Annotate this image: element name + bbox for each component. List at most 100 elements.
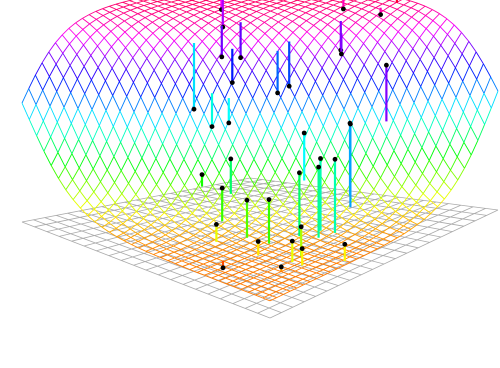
surface-mesh-line (187, 33, 196, 42)
surface-mesh-line (98, 125, 108, 142)
data-point (301, 130, 307, 136)
surface-mesh-line (271, 32, 280, 41)
surface-mesh-line (292, 247, 301, 252)
surface-mesh-line (117, 38, 126, 48)
surface-mesh-line (163, 0, 172, 3)
surface-mesh-line (34, 74, 44, 91)
surface-mesh-line (288, 276, 296, 281)
surface-mesh-line (336, 94, 345, 110)
surface-mesh-line (151, 13, 160, 19)
surface-mesh-line (258, 254, 266, 259)
surface-mesh-line (190, 129, 198, 145)
surface-mesh-line (150, 224, 159, 231)
surface-mesh-line (287, 96, 296, 113)
surface-mesh-line (221, 242, 230, 248)
surface-mesh-line (392, 89, 401, 105)
surface-mesh-line (420, 117, 430, 133)
surface-mesh-line (211, 159, 220, 174)
surface-mesh-line (288, 143, 297, 159)
surface-mesh-line (429, 183, 438, 193)
surface-mesh-line (228, 239, 237, 244)
surface-mesh-line (328, 251, 336, 256)
surface-mesh-line (206, 219, 214, 227)
surface-mesh-line (341, 17, 349, 24)
surface-mesh-line (237, 255, 245, 259)
surface-mesh-line (208, 246, 216, 251)
surface-mesh-line (355, 243, 363, 249)
surface-mesh-line (250, 27, 258, 35)
surface-mesh-line (62, 52, 71, 66)
surface-mesh-line (421, 131, 430, 148)
surface-mesh-line (376, 15, 384, 21)
surface-mesh-line (152, 27, 160, 34)
surface-mesh-line (294, 127, 304, 143)
surface-mesh-line (103, 24, 112, 32)
surface-mesh-line (96, 30, 105, 39)
surface-mesh-line (403, 225, 411, 230)
surface-mesh-line (164, 204, 172, 213)
surface-mesh-line (243, 242, 251, 247)
surface-mesh-line (209, 260, 218, 265)
surface-mesh-line (461, 41, 470, 55)
surface-mesh-line (199, 0, 207, 3)
surface-mesh-line (405, 60, 414, 74)
surface-mesh-line (189, 113, 198, 130)
surface-mesh-line (289, 194, 298, 204)
surface-mesh-line (410, 7, 419, 12)
surface-mesh-line (199, 230, 208, 236)
surface-mesh-line (335, 257, 344, 261)
surface-mesh-line (443, 181, 452, 191)
surface-mesh-line (251, 49, 260, 60)
surface-mesh-line (284, 10, 292, 14)
surface-mesh-line (349, 53, 358, 67)
surface-mesh-line (42, 105, 51, 122)
surface-mesh-line (130, 13, 139, 18)
surface-mesh-line (490, 90, 499, 109)
surface-mesh-line (270, 10, 278, 15)
surface-mesh-line (127, 157, 136, 172)
surface-mesh-line (35, 104, 44, 122)
surface-mesh-line (124, 31, 133, 40)
surface-mesh-line (389, 226, 397, 232)
surface-mesh-line (151, 5, 159, 9)
surface-mesh-line (120, 157, 129, 171)
surface-mesh-line (261, 282, 269, 287)
surface-mesh-line (414, 161, 423, 174)
surface-mesh-line (456, 142, 465, 158)
surface-mesh-line (115, 223, 124, 229)
surface-mesh-line (194, 246, 202, 251)
surface-mesh-line (369, 242, 377, 247)
surface-mesh-line (247, 286, 255, 290)
surface-mesh-line (178, 1, 186, 5)
surface-mesh-line (288, 270, 296, 275)
surface-mesh-line (376, 19, 384, 28)
surface-mesh-line (137, 13, 146, 18)
surface-mesh-line (276, 0, 284, 4)
surface-mesh-line (308, 266, 316, 271)
surface-mesh-line (168, 128, 178, 145)
surface-mesh-line (120, 126, 128, 143)
surface-mesh-line (303, 193, 312, 204)
surface-mesh-line (283, 0, 291, 4)
surface-mesh-line (160, 58, 169, 71)
surface-mesh-line (83, 55, 92, 67)
surface-mesh-line (390, 8, 398, 15)
surface-mesh-line (370, 52, 379, 64)
surface-mesh-line (148, 128, 156, 144)
surface-mesh-line (305, 8, 313, 14)
surface-mesh-line (333, 7, 341, 12)
surface-mesh-line (330, 140, 339, 156)
surface-mesh-line (321, 55, 330, 69)
surface-mesh-line (87, 208, 95, 216)
surface-mesh-line (50, 165, 59, 179)
surface-mesh-line (227, 6, 236, 10)
surface-mesh-line (363, 249, 371, 253)
surface-mesh-line (283, 0, 288, 2)
surface-mesh-line (111, 56, 120, 69)
surface-mesh-line (145, 21, 153, 28)
surface-mesh-line (115, 1, 123, 5)
surface-mesh-line (301, 267, 310, 271)
surface-mesh-line (235, 235, 244, 240)
surface-mesh-line (341, 23, 350, 30)
surface-mesh-line (108, 222, 117, 229)
